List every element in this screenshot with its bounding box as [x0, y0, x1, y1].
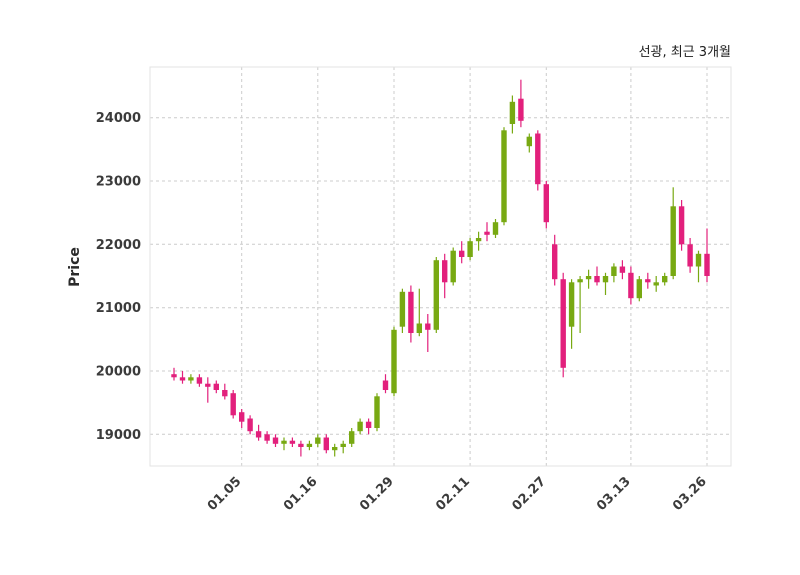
x-tick-label: 03.13 [594, 474, 634, 514]
candle-body [239, 412, 245, 422]
candle-body [678, 206, 685, 245]
candle-body [315, 437, 321, 444]
candle-body [535, 133, 541, 185]
candle-body [628, 272, 634, 299]
candle-body [662, 276, 668, 283]
y-tick-label: 20000 [96, 365, 141, 380]
x-tick-label: 01.29 [357, 474, 397, 514]
x-tick-label: 02.27 [509, 474, 549, 514]
candle-body [577, 279, 583, 283]
candle-body [501, 130, 507, 223]
candle-body [408, 291, 414, 333]
y-tick-label: 22000 [96, 238, 141, 253]
candle-body [636, 279, 642, 299]
candle-body [374, 396, 380, 428]
candle-body [425, 323, 431, 330]
candle-body [568, 282, 575, 327]
candle-body [552, 244, 558, 280]
candle-body [467, 241, 473, 257]
x-tick-label: 01.16 [281, 474, 321, 514]
candle-body [450, 250, 456, 283]
candle-body [205, 383, 211, 387]
candle-body [619, 266, 626, 273]
candle-body [416, 323, 422, 333]
candle-body [365, 421, 372, 428]
y-tick-label: 21000 [96, 301, 141, 316]
candle-body [230, 393, 236, 416]
x-tick-label: 03.26 [670, 474, 710, 514]
y-axis-label: Price [67, 247, 83, 287]
candle-body [281, 440, 287, 444]
candle-body [442, 260, 448, 283]
candle-body [179, 377, 186, 381]
candle-body [255, 431, 262, 438]
candle-body [594, 276, 600, 283]
candle-body [433, 260, 439, 330]
candle-body [399, 291, 406, 327]
candle-body [222, 390, 228, 397]
plot-frame [149, 66, 732, 467]
candle-body [247, 418, 253, 432]
candle-body [611, 266, 617, 276]
candle-body [382, 380, 389, 390]
candle-body [213, 383, 219, 390]
candle-body [645, 279, 651, 283]
candle-body [171, 374, 177, 378]
candle-body [289, 440, 296, 444]
candle-body [188, 377, 194, 381]
y-tick-label: 19000 [96, 428, 141, 443]
candle-body [509, 101, 516, 124]
candle-body [670, 206, 676, 276]
y-tick-label: 24000 [96, 111, 141, 126]
x-tick-label: 02.11 [433, 474, 473, 514]
candle-body [687, 244, 693, 267]
chart-plot-area: 19000 20000 21000 22000 23000 24000 01.05 01.16… [96, 66, 732, 514]
candle-body [585, 276, 592, 280]
candle-body [484, 231, 490, 235]
candle-body [332, 447, 338, 451]
candle-body [272, 437, 279, 444]
candle-body [264, 434, 270, 441]
x-tick-label: 01.05 [205, 474, 245, 514]
candle-body [526, 136, 532, 147]
candle-body [518, 98, 524, 121]
candle-body [560, 279, 566, 368]
candle-body [391, 329, 397, 394]
candle-body [543, 184, 549, 223]
candle-body [475, 238, 482, 242]
candle-body [298, 443, 304, 447]
candle-body [492, 222, 499, 235]
candle-body [196, 377, 203, 384]
candle-body [459, 250, 465, 257]
chart-title: 선광, 최근 3개월 [639, 45, 731, 60]
candle-body [653, 282, 659, 286]
y-tick-label: 23000 [96, 175, 141, 190]
candle-body [357, 421, 363, 432]
candle-body [695, 253, 702, 267]
candle-body [340, 443, 346, 447]
candle-body [704, 253, 710, 276]
candle-body [602, 276, 609, 283]
candle-body [306, 443, 313, 447]
candle-body [323, 437, 329, 451]
candle-body [349, 431, 355, 444]
